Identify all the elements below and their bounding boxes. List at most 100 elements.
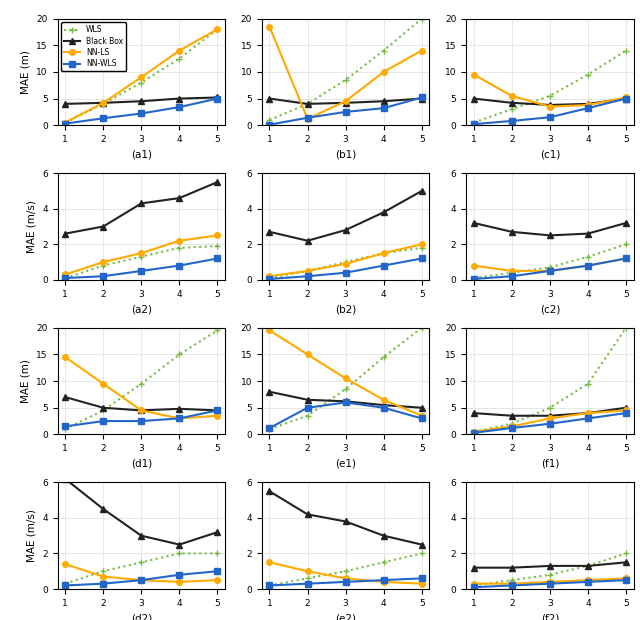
NN-WLS (418, 415, 426, 422)
NN-WLS (99, 273, 107, 280)
WLS (214, 25, 221, 33)
NN-WLS (380, 104, 387, 112)
NN-LS (418, 412, 426, 420)
Line: NN-LS: NN-LS (471, 255, 628, 273)
Line: WLS: WLS (63, 328, 220, 432)
Black Box (138, 97, 145, 105)
Black Box (138, 532, 145, 539)
Line: Black Box: Black Box (267, 389, 424, 410)
Black Box (622, 559, 630, 566)
Black Box (622, 404, 630, 412)
Black Box (418, 541, 426, 548)
NN-LS (175, 237, 183, 244)
Black Box (99, 223, 107, 230)
Black Box (61, 100, 69, 108)
Line: WLS: WLS (267, 16, 424, 123)
Black Box (342, 518, 349, 525)
Line: WLS: WLS (63, 551, 220, 587)
Line: NN-LS: NN-LS (63, 355, 220, 421)
WLS (546, 571, 554, 578)
NN-WLS (175, 104, 183, 111)
Line: NN-LS: NN-LS (63, 232, 220, 277)
Black Box (470, 409, 477, 417)
NN-LS (61, 353, 69, 361)
WLS (266, 425, 273, 433)
NN-WLS (214, 567, 221, 575)
Black Box (380, 401, 387, 409)
WLS (622, 241, 630, 248)
WLS (61, 580, 69, 587)
NN-LS (175, 47, 183, 55)
X-axis label: (f2): (f2) (541, 613, 559, 620)
WLS (418, 244, 426, 252)
NN-WLS (304, 114, 312, 122)
Black Box (546, 412, 554, 420)
NN-LS (342, 260, 349, 268)
Black Box (470, 564, 477, 572)
Black Box (546, 562, 554, 570)
NN-WLS (470, 120, 477, 128)
Line: NN-LS: NN-LS (267, 24, 424, 122)
NN-WLS (304, 273, 312, 280)
NN-LS (622, 407, 630, 414)
Black Box (622, 219, 630, 227)
WLS (508, 269, 516, 277)
NN-LS (622, 94, 630, 101)
NN-LS (508, 267, 516, 275)
NN-LS (470, 71, 477, 78)
NN-LS (214, 232, 221, 239)
WLS (342, 259, 349, 266)
Line: Black Box: Black Box (471, 405, 628, 418)
WLS (342, 567, 349, 575)
X-axis label: (c2): (c2) (540, 304, 560, 314)
Line: NN-WLS: NN-WLS (471, 410, 628, 436)
NN-WLS (508, 273, 516, 280)
NN-LS (546, 103, 554, 110)
Line: NN-WLS: NN-WLS (471, 255, 628, 281)
Line: NN-WLS: NN-WLS (471, 95, 628, 127)
Black Box (470, 219, 477, 227)
Black Box (470, 95, 477, 102)
NN-LS (584, 101, 592, 108)
Black Box (380, 532, 387, 539)
NN-LS (380, 578, 387, 586)
NN-LS (470, 580, 477, 587)
NN-WLS (508, 582, 516, 589)
Black Box (266, 388, 273, 396)
NN-WLS (470, 275, 477, 283)
NN-LS (61, 119, 69, 126)
WLS (584, 380, 592, 388)
WLS (342, 76, 349, 84)
Line: Black Box: Black Box (267, 188, 424, 244)
Black Box (584, 562, 592, 570)
Black Box (304, 237, 312, 244)
Black Box (584, 409, 592, 417)
NN-LS (584, 262, 592, 269)
NN-WLS (546, 113, 554, 121)
WLS (380, 353, 387, 361)
Y-axis label: MAE (m/s): MAE (m/s) (27, 200, 36, 253)
Black Box (175, 541, 183, 548)
NN-LS (266, 327, 273, 334)
Line: NN-LS: NN-LS (267, 328, 424, 418)
NN-WLS (214, 255, 221, 262)
Line: NN-LS: NN-LS (471, 407, 628, 435)
NN-WLS (138, 110, 145, 117)
NN-WLS (584, 415, 592, 422)
Black Box (266, 95, 273, 102)
Black Box (342, 99, 349, 107)
Black Box (99, 404, 107, 412)
Black Box (380, 208, 387, 216)
NN-LS (508, 580, 516, 587)
NN-WLS (508, 424, 516, 432)
NN-LS (138, 249, 145, 257)
WLS (380, 249, 387, 257)
WLS (546, 264, 554, 271)
X-axis label: (a2): (a2) (131, 304, 152, 314)
NN-LS (61, 560, 69, 568)
WLS (418, 550, 426, 557)
WLS (304, 100, 312, 108)
NN-WLS (266, 582, 273, 589)
WLS (175, 244, 183, 252)
NN-WLS (214, 95, 221, 102)
